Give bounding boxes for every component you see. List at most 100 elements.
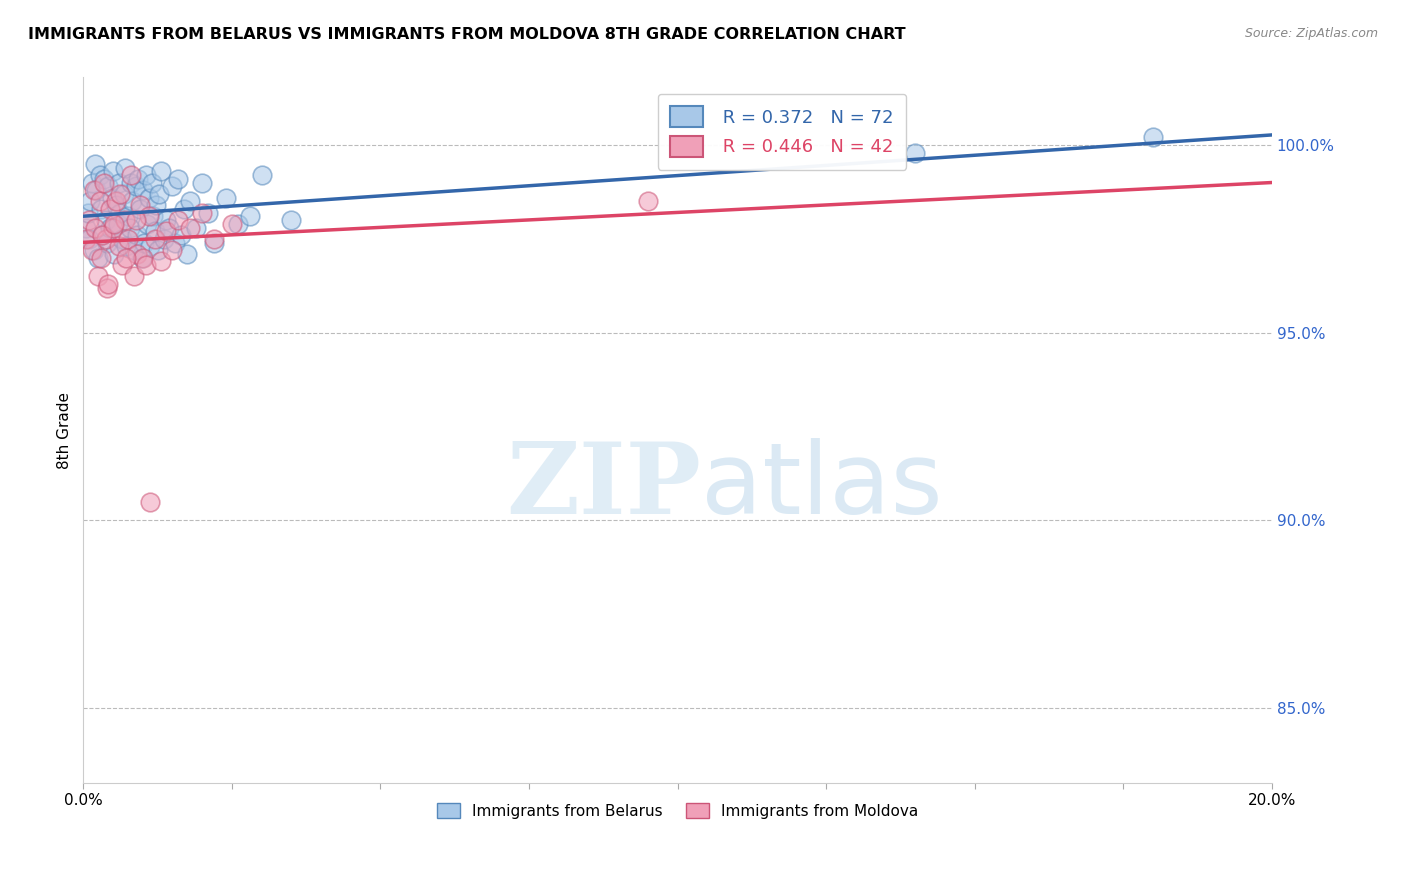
Point [84, 157, 107, 171]
Point [120, 176, 142, 190]
Point [128, 202, 150, 216]
Point [75, 220, 97, 235]
Point [93, 176, 115, 190]
Point [131, 251, 153, 265]
Point [101, 164, 124, 178]
Point [94, 232, 117, 246]
Point [97, 179, 120, 194]
Point [125, 228, 148, 243]
Point [77, 213, 100, 227]
Legend: Immigrants from Belarus, Immigrants from Moldova: Immigrants from Belarus, Immigrants from… [432, 797, 924, 825]
Point [239, 209, 262, 223]
Point [159, 220, 181, 235]
Point [215, 190, 238, 204]
Point [132, 251, 155, 265]
Point [108, 186, 131, 201]
Point [191, 205, 214, 219]
Point [143, 224, 166, 238]
Text: atlas: atlas [702, 438, 943, 535]
Point [77, 232, 100, 246]
Point [104, 198, 127, 212]
Point [145, 198, 167, 212]
Point [94, 213, 117, 227]
Y-axis label: 8th Grade: 8th Grade [58, 392, 72, 468]
Point [132, 183, 155, 197]
Point [87, 251, 110, 265]
Point [1142, 130, 1164, 145]
Point [132, 235, 155, 250]
Point [143, 232, 166, 246]
Point [152, 232, 174, 246]
Point [226, 217, 249, 231]
Point [127, 171, 149, 186]
Point [170, 228, 193, 243]
Point [124, 179, 146, 194]
Point [191, 176, 214, 190]
Point [155, 213, 177, 227]
Point [89, 168, 111, 182]
Point [173, 202, 195, 216]
Point [135, 168, 157, 182]
Point [83, 183, 105, 197]
Point [101, 190, 124, 204]
Point [149, 254, 172, 268]
Point [141, 176, 163, 190]
Point [90, 251, 112, 265]
Point [162, 179, 184, 194]
Point [179, 220, 201, 235]
Point [117, 232, 139, 246]
Point [122, 243, 145, 257]
Point [89, 194, 111, 209]
Point [115, 239, 138, 253]
Point [146, 243, 169, 257]
Point [82, 243, 104, 257]
Point [120, 168, 142, 182]
Point [82, 176, 104, 190]
Point [111, 232, 134, 246]
Point [122, 269, 145, 284]
Point [148, 186, 170, 201]
Point [117, 209, 139, 223]
Point [84, 220, 107, 235]
Point [125, 247, 148, 261]
Point [167, 171, 190, 186]
Point [202, 235, 225, 250]
Point [77, 205, 100, 219]
Point [904, 145, 927, 160]
Point [93, 171, 115, 186]
Point [118, 220, 141, 235]
Point [103, 247, 125, 261]
Point [91, 228, 114, 243]
Point [280, 213, 302, 227]
Point [108, 176, 131, 190]
Point [108, 239, 131, 253]
Point [138, 209, 160, 223]
Point [167, 213, 190, 227]
Point [98, 202, 121, 216]
Point [136, 217, 159, 231]
Point [83, 243, 105, 257]
Point [86, 183, 108, 197]
Point [162, 243, 184, 257]
Point [179, 194, 201, 209]
Point [90, 202, 112, 216]
Point [128, 198, 150, 212]
Point [221, 217, 243, 231]
Point [107, 217, 129, 231]
Point [112, 186, 135, 201]
Point [97, 277, 120, 291]
Point [121, 194, 143, 209]
Text: Source: ZipAtlas.com: Source: ZipAtlas.com [1244, 27, 1378, 40]
Point [142, 209, 165, 223]
Point [250, 168, 273, 182]
Point [104, 194, 127, 209]
Point [202, 232, 225, 246]
Point [91, 228, 114, 243]
Point [165, 235, 187, 250]
Point [155, 224, 177, 238]
Point [115, 251, 138, 265]
Point [124, 213, 146, 227]
Point [101, 220, 124, 235]
Point [197, 205, 219, 219]
Point [138, 190, 160, 204]
